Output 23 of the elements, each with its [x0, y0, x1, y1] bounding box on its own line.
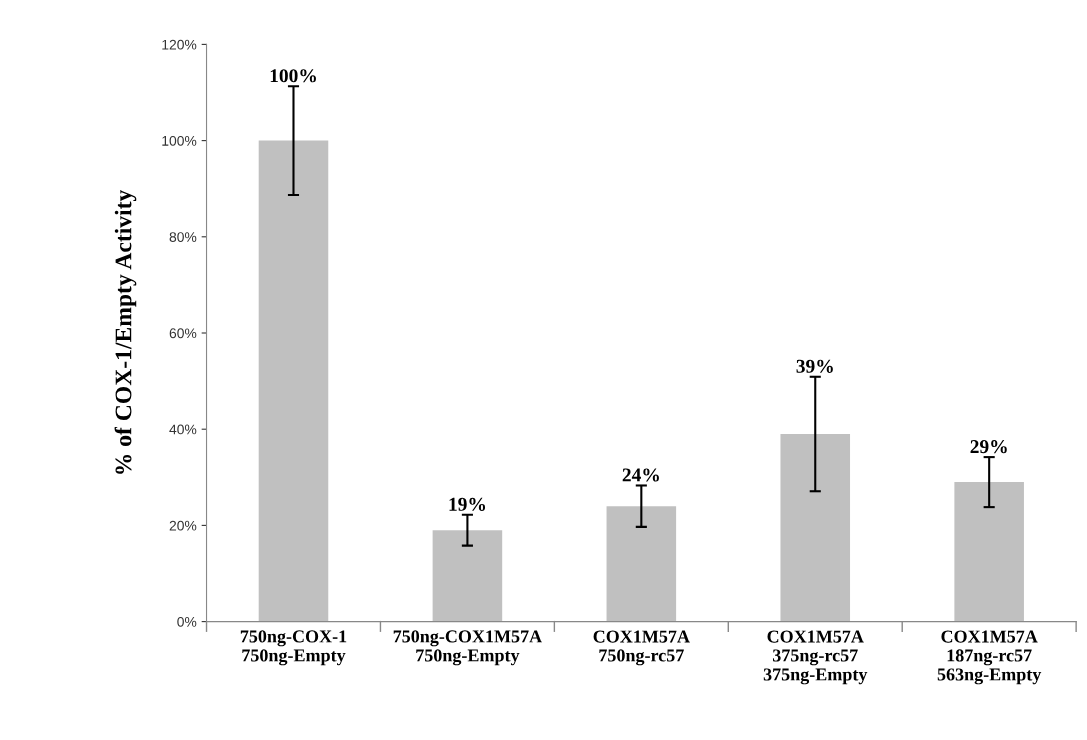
bar — [780, 434, 851, 622]
y-tick-label: 40% — [169, 424, 197, 435]
data-label: 100% — [270, 69, 316, 83]
y-tick-label: 20% — [169, 520, 197, 531]
data-label: 24% — [622, 468, 659, 482]
x-tick-label: COX1M57A 750ng-rc57 — [593, 630, 690, 666]
data-label: 29% — [970, 440, 1007, 454]
x-tick-label: 750ng-COX-1 750ng-Empty — [240, 630, 347, 666]
y-tick-label: 0% — [177, 616, 197, 627]
x-tick-label: COX1M57A 375ng-rc57 375ng-Empty — [763, 630, 868, 685]
x-tick-label: 750ng-COX1M57A 750ng-Empty — [393, 630, 542, 666]
y-tick-label: 100% — [162, 135, 197, 146]
bar — [954, 482, 1024, 622]
y-tick-label: 60% — [169, 328, 197, 339]
y-tick-label: 120% — [162, 39, 197, 50]
data-label: 19% — [449, 497, 486, 511]
bar — [432, 530, 503, 622]
bar — [258, 140, 329, 622]
y-tick-label: 80% — [169, 232, 197, 242]
data-label: 39% — [796, 359, 833, 373]
bar — [606, 506, 677, 622]
x-tick-label: COX1M57A 187ng-rc57 563ng-Empty — [937, 630, 1042, 685]
y-axis-title: % of COX-1/Empty Activity — [114, 189, 137, 474]
